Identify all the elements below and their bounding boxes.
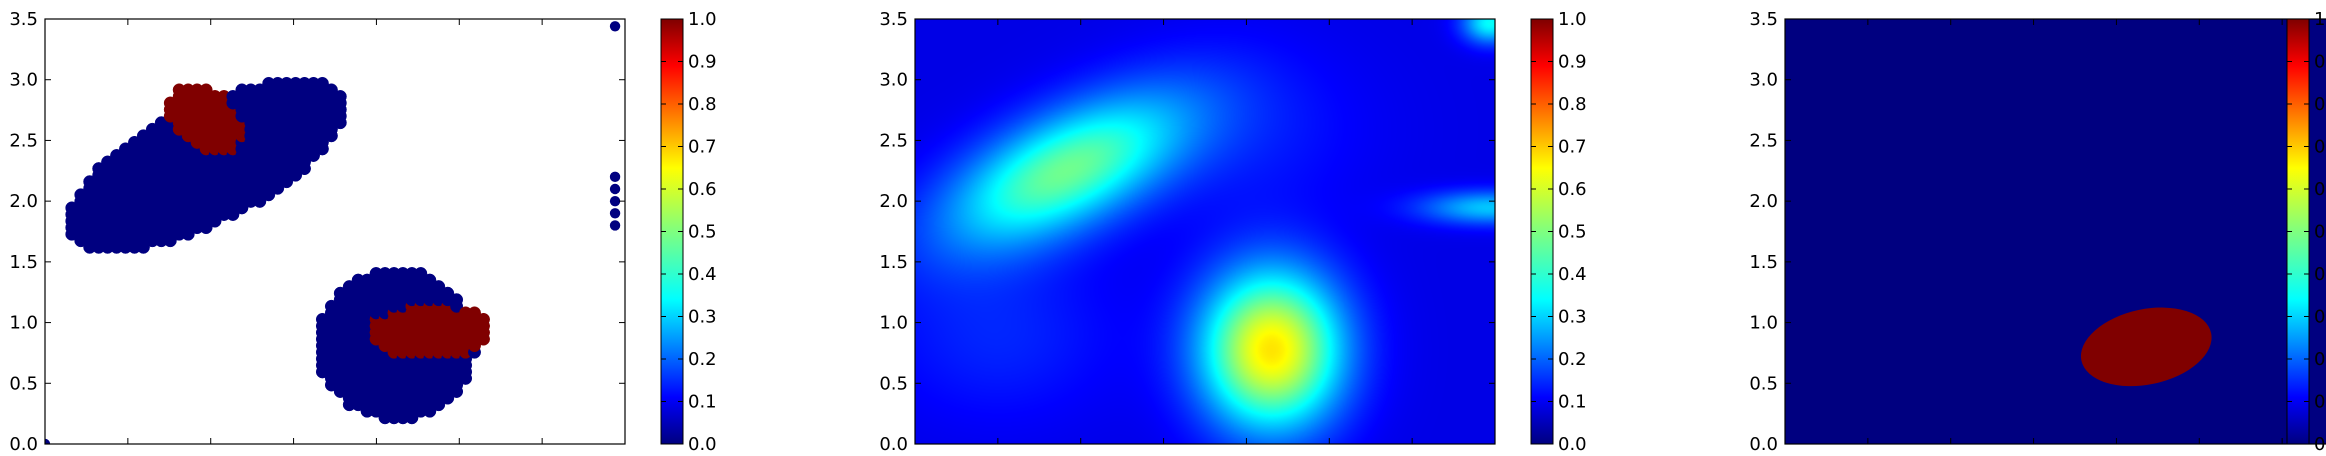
colorbar-tick-label: 1.0 xyxy=(2314,9,2326,30)
panel-2: 0.0 0.5 1.0 1.5 2.0 2.5 3.0 3.5 0.0 0.5 1.0 1.5 2.0… xyxy=(879,9,1587,456)
colorbar-tick-label: 0.1 xyxy=(2314,392,2326,413)
colorbar-tick-label: 0.7 xyxy=(688,137,717,158)
colorbar-ticks: 0.0 0.1 0.2 0.3 0.4 0.5 0.6 0.7 0.8 0.9 1.0 xyxy=(1531,9,1587,455)
y-tick-label: 3.0 xyxy=(1749,70,1778,91)
colorbar-tick-label: 0.0 xyxy=(688,434,717,452)
y-tick-label: 1.5 xyxy=(9,252,38,273)
heatmap-regions xyxy=(1785,19,2326,444)
y-tick-label: 0.0 xyxy=(879,434,908,452)
colorbar-tick-label: 0.2 xyxy=(688,349,717,370)
y-axis: 0.0 0.5 1.0 1.5 2.0 2.5 3.0 3.5 xyxy=(1749,9,1791,455)
scatter-point xyxy=(450,293,464,307)
colorbar-ticks: 0.0 0.1 0.2 0.3 0.4 0.5 0.6 0.7 0.8 0.9 1.0 xyxy=(2287,9,2326,455)
scatter-point xyxy=(609,21,621,32)
colorbar-tick-label: 0.6 xyxy=(2314,179,2326,200)
colorbar-tick-label: 1.0 xyxy=(1558,9,1587,30)
scatter-point xyxy=(423,273,437,287)
colorbar-tick-label: 0.5 xyxy=(1558,222,1587,243)
scatter-point xyxy=(45,438,51,444)
colorbar-tick-label: 0.8 xyxy=(2314,94,2326,115)
colorbar-tick-label: 0.1 xyxy=(1558,392,1587,413)
scatter-point xyxy=(609,183,621,195)
y-tick-label: 0.5 xyxy=(879,373,908,394)
y-axis: 0.0 0.5 1.0 1.5 2.0 2.5 3.0 3.5 xyxy=(9,9,625,455)
colorbar-tick-label: 0.8 xyxy=(1558,94,1587,115)
colorbar-tick-label: 0.0 xyxy=(1558,434,1587,452)
scatter-point xyxy=(315,76,329,90)
y-tick-label: 3.5 xyxy=(879,9,908,30)
scatter-point xyxy=(609,208,621,219)
scatter-point xyxy=(324,83,338,97)
y-tick-label: 0.5 xyxy=(1749,373,1778,394)
scatter-point xyxy=(477,312,490,326)
y-tick-label: 1.0 xyxy=(1749,313,1778,334)
y-tick-label: 2.5 xyxy=(9,130,38,151)
y-tick-label: 0.0 xyxy=(9,434,38,452)
colorbar-tick-label: 0.4 xyxy=(688,264,717,285)
scatter-point xyxy=(468,306,481,320)
panel-1: 0.0 0.5 1.0 1.5 2.0 2.5 3.0 3.5 0.0 0.5 1.0 1.5 2.0… xyxy=(9,9,717,456)
y-tick-label: 2.0 xyxy=(1749,191,1778,212)
y-tick-label: 2.5 xyxy=(1749,130,1778,151)
y-tick-label: 1.0 xyxy=(879,313,908,334)
colorbar-tick-label: 0.4 xyxy=(2314,264,2326,285)
heatmap-canvas xyxy=(915,19,1495,444)
scatter-point xyxy=(609,171,621,183)
plot-frame xyxy=(44,18,626,445)
colorbar-tick-label: 0.4 xyxy=(1558,264,1587,285)
plot-frame xyxy=(1784,18,2326,445)
colorbar-tick-label: 0.3 xyxy=(2314,307,2326,328)
heatmap-region xyxy=(2080,307,2212,387)
y-tick-label: 2.5 xyxy=(879,130,908,151)
colorbar-ticks: 0.0 0.1 0.2 0.3 0.4 0.5 0.6 0.7 0.8 0.9 1.0 xyxy=(661,9,717,455)
colorbar-tick-label: 0.7 xyxy=(2314,137,2326,158)
y-tick-label: 0.0 xyxy=(1749,434,1778,452)
heatmap-background xyxy=(1785,19,2326,444)
colorbar-tick-label: 0.6 xyxy=(688,179,717,200)
y-tick-label: 3.5 xyxy=(1749,9,1778,30)
colorbar-tick-label: 0.7 xyxy=(1558,137,1587,158)
scatter-points xyxy=(45,21,621,444)
y-tick-label: 2.0 xyxy=(9,191,38,212)
colorbar-tick-label: 0.3 xyxy=(688,307,717,328)
scatter-point xyxy=(609,195,621,207)
y-tick-label: 3.0 xyxy=(9,70,38,91)
plot-frame xyxy=(914,18,1496,445)
colorbar-tick-label: 0.9 xyxy=(1558,52,1587,73)
y-axis: 0.0 0.5 1.0 1.5 2.0 2.5 3.0 3.5 xyxy=(879,9,1495,455)
colorbar-tick-label: 0.9 xyxy=(2314,52,2326,73)
colorbar-tick-label: 0.9 xyxy=(688,52,717,73)
colorbar-tick-label: 0.3 xyxy=(1558,307,1587,328)
colorbar-tick-label: 0.8 xyxy=(688,94,717,115)
colorbar-tick-label: 0.1 xyxy=(688,392,717,413)
colorbar-tick-label: 0.2 xyxy=(2314,349,2326,370)
y-tick-label: 2.0 xyxy=(879,191,908,212)
heatmap-image xyxy=(915,19,1495,444)
scatter-point xyxy=(609,220,621,231)
scatter-point xyxy=(333,90,347,103)
y-tick-label: 1.5 xyxy=(879,252,908,273)
y-tick-label: 0.5 xyxy=(9,373,38,394)
scatter-point xyxy=(441,286,455,300)
colorbar-tick-label: 0.5 xyxy=(2314,222,2326,243)
scatter-point xyxy=(432,280,446,294)
y-tick-label: 1.5 xyxy=(1749,252,1778,273)
y-tick-label: 3.0 xyxy=(879,70,908,91)
colorbar-tick-label: 0.0 xyxy=(2314,434,2326,452)
scatter-point xyxy=(414,267,428,280)
scatter-point xyxy=(199,83,213,97)
y-tick-label: 1.0 xyxy=(9,313,38,334)
y-tick-label: 3.5 xyxy=(9,9,38,30)
colorbar-tick-label: 0.6 xyxy=(1558,179,1587,200)
colorbar-tick-label: 1.0 xyxy=(688,9,717,30)
colorbar-tick-label: 0.2 xyxy=(1558,349,1587,370)
colorbar-tick-label: 0.5 xyxy=(688,222,717,243)
panel-3: 0.0 0.5 1.0 1.5 2.0 2.5 3.0 3.5 0.0 0.5 1.0 1.5 2.0… xyxy=(1749,9,2326,456)
